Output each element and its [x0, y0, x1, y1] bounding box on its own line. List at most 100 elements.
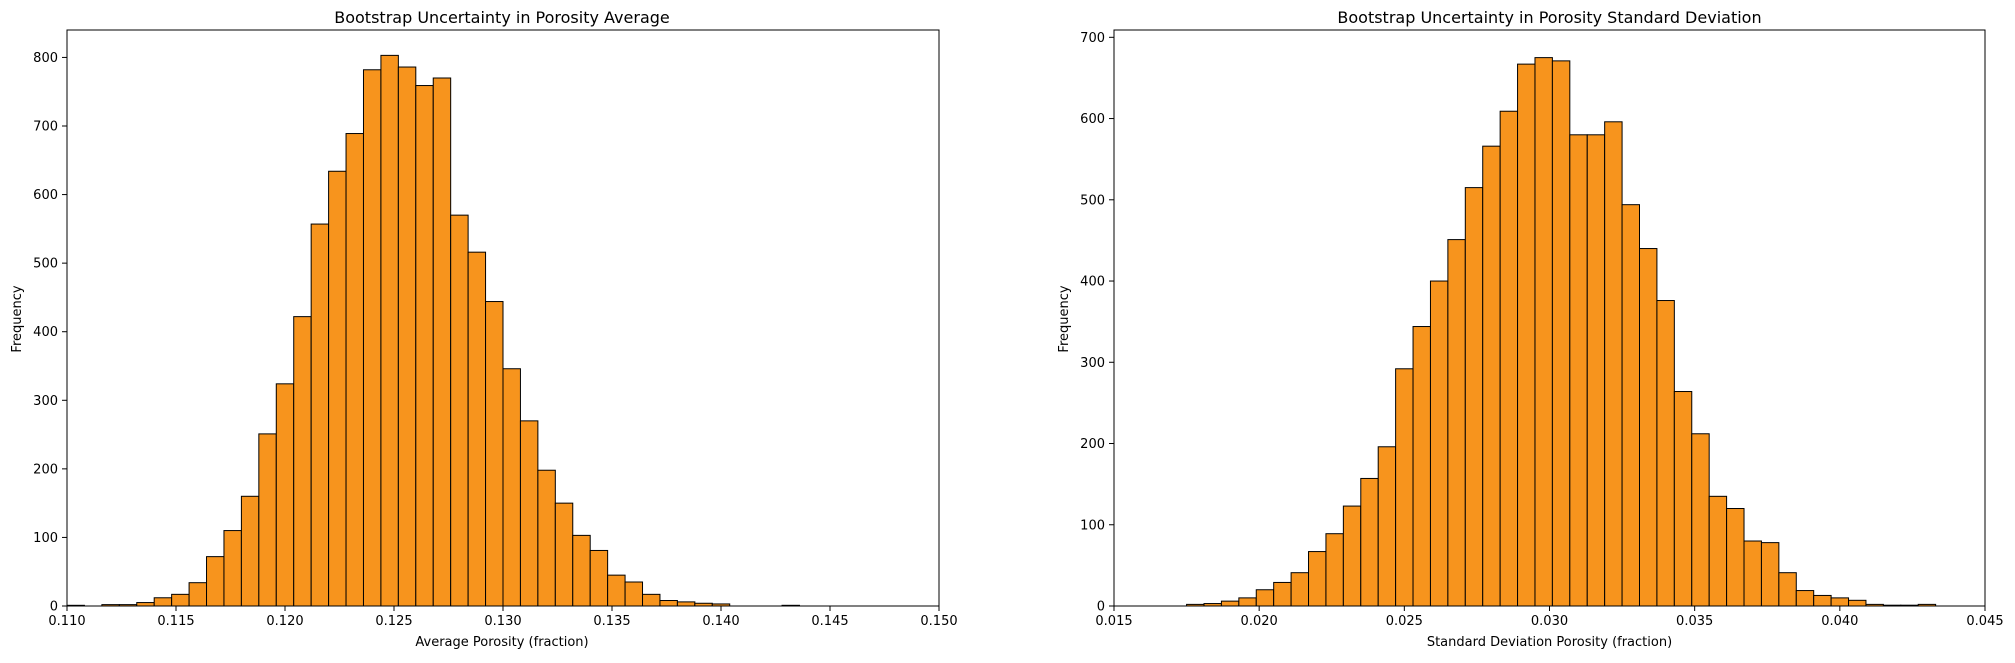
histogram-bar: [432, 77, 452, 607]
x-tick-label: 0.030: [1531, 614, 1568, 629]
histogram-bar: [467, 251, 487, 607]
histogram-bar: [642, 593, 661, 607]
x-tick-label: 0.145: [811, 614, 848, 629]
histogram-bar: [676, 601, 696, 607]
chart-title: Bootstrap Uncertainty in Porosity Averag…: [334, 8, 670, 27]
histogram-bar: [1551, 60, 1571, 607]
y-tick-label: 600: [1080, 112, 1105, 127]
x-tick-label: 0.135: [593, 614, 630, 629]
histogram-bar: [1673, 391, 1693, 607]
panel-porosity-average: Bootstrap Uncertainty in Porosity Averag…: [10, 8, 958, 650]
histogram-bar: [1778, 572, 1797, 607]
histogram-bar: [1482, 145, 1501, 607]
histogram-bar: [1238, 597, 1257, 607]
x-tick-label: 0.025: [1386, 614, 1423, 629]
y-tick-label: 100: [33, 531, 58, 546]
x-tick-label: 0.020: [1241, 614, 1278, 629]
y-axis-label: Frequency: [1057, 285, 1072, 352]
histogram-bar: [1760, 542, 1780, 607]
y-ticks: 0 100 200 300 400 500 600 700: [1080, 31, 1114, 615]
histogram-bar: [1691, 433, 1710, 607]
plot-frame: [66, 29, 940, 607]
x-tick-label: 0.130: [484, 614, 521, 629]
chart-title: Bootstrap Uncertainty in Porosity Standa…: [1337, 8, 1761, 27]
histogram-bar: [275, 383, 295, 607]
y-tick-label: 100: [1080, 518, 1105, 533]
histogram-bar: [328, 170, 347, 607]
histogram-bar: [659, 600, 678, 607]
histogram-bar: [345, 133, 364, 607]
histogram-bar: [1447, 239, 1466, 607]
x-tick-label: 0.140: [702, 614, 739, 629]
histogram-bar: [397, 66, 417, 607]
histogram-bar: [1586, 134, 1606, 607]
histogram-bar: [450, 214, 469, 607]
y-ticks: 0 100 200 300 400 500 600 700 800: [33, 51, 67, 615]
histogram-bar: [1795, 590, 1815, 607]
histogram-bar: [1604, 121, 1623, 607]
histogram-bar: [1517, 63, 1536, 607]
x-ticks: 0.110 0.115 0.120 0.125 0.130 0.135 0.140 0.145…: [48, 606, 958, 629]
y-tick-label: 300: [1080, 356, 1105, 371]
histogram-bar: [1395, 368, 1414, 607]
x-axis-label: Standard Deviation Porosity (fraction): [1427, 635, 1672, 650]
histogram-bar: [1708, 495, 1728, 607]
y-tick-label: 500: [33, 257, 58, 272]
bars: [66, 54, 800, 607]
histogram-bar: [554, 502, 574, 607]
y-tick-label: 800: [33, 51, 58, 66]
histogram-bar: [1534, 57, 1553, 607]
histogram-bar: [572, 534, 591, 607]
histogram-bar: [362, 69, 382, 607]
y-tick-label: 300: [33, 394, 58, 409]
histogram-bar: [1726, 508, 1745, 607]
y-tick-label: 400: [1080, 275, 1105, 290]
histogram-bar: [1290, 572, 1310, 607]
histogram-bar: [1412, 326, 1431, 607]
y-tick-label: 200: [33, 462, 58, 477]
panel-porosity-std-dev: Bootstrap Uncertainty in Porosity Standa…: [1057, 8, 2004, 650]
histogram-bar: [1830, 597, 1850, 607]
histogram-bar: [1621, 204, 1640, 607]
histogram-bar: [223, 530, 242, 607]
x-tick-label: 0.045: [1966, 614, 2003, 629]
histogram-bar: [415, 85, 434, 607]
histogram-bar: [519, 420, 539, 607]
x-tick-label: 0.120: [266, 614, 303, 629]
histogram-bar: [1429, 280, 1449, 607]
plot-frame: [1113, 29, 1986, 607]
histogram-bar: [1743, 540, 1762, 607]
y-tick-label: 200: [1080, 437, 1105, 452]
histogram-bar: [1360, 477, 1379, 607]
y-tick-label: 400: [33, 325, 58, 340]
x-tick-label: 0.115: [157, 614, 194, 629]
histogram-bar: [380, 54, 399, 607]
histogram-bar: [1342, 505, 1362, 607]
x-tick-label: 0.040: [1821, 614, 1858, 629]
histogram-bar: [607, 574, 626, 607]
histogram-bar: [240, 495, 260, 607]
histogram-bar: [1308, 551, 1327, 607]
x-tick-label: 0.125: [375, 614, 412, 629]
x-tick-label: 0.150: [920, 614, 957, 629]
histogram-bar: [1255, 589, 1275, 607]
y-tick-label: 700: [1080, 31, 1105, 46]
histogram-bar: [1499, 110, 1519, 607]
histogram-bar: [293, 316, 312, 607]
histogram-bar: [1569, 134, 1588, 607]
histogram-bar: [1220, 600, 1240, 607]
y-tick-label: 0: [50, 600, 58, 615]
y-tick-label: 700: [33, 120, 58, 135]
histogram-bar: [589, 549, 609, 607]
histogram-bar: [537, 469, 556, 607]
histogram-bar: [1464, 187, 1484, 607]
x-tick-label: 0.015: [1095, 614, 1132, 629]
histogram-bar: [1639, 248, 1658, 607]
histogram-bar: [136, 602, 155, 607]
histogram-bar: [1813, 594, 1832, 607]
y-axis-label: Frequency: [10, 285, 25, 352]
histogram-bar: [1325, 533, 1344, 607]
y-tick-label: 0: [1097, 600, 1105, 615]
